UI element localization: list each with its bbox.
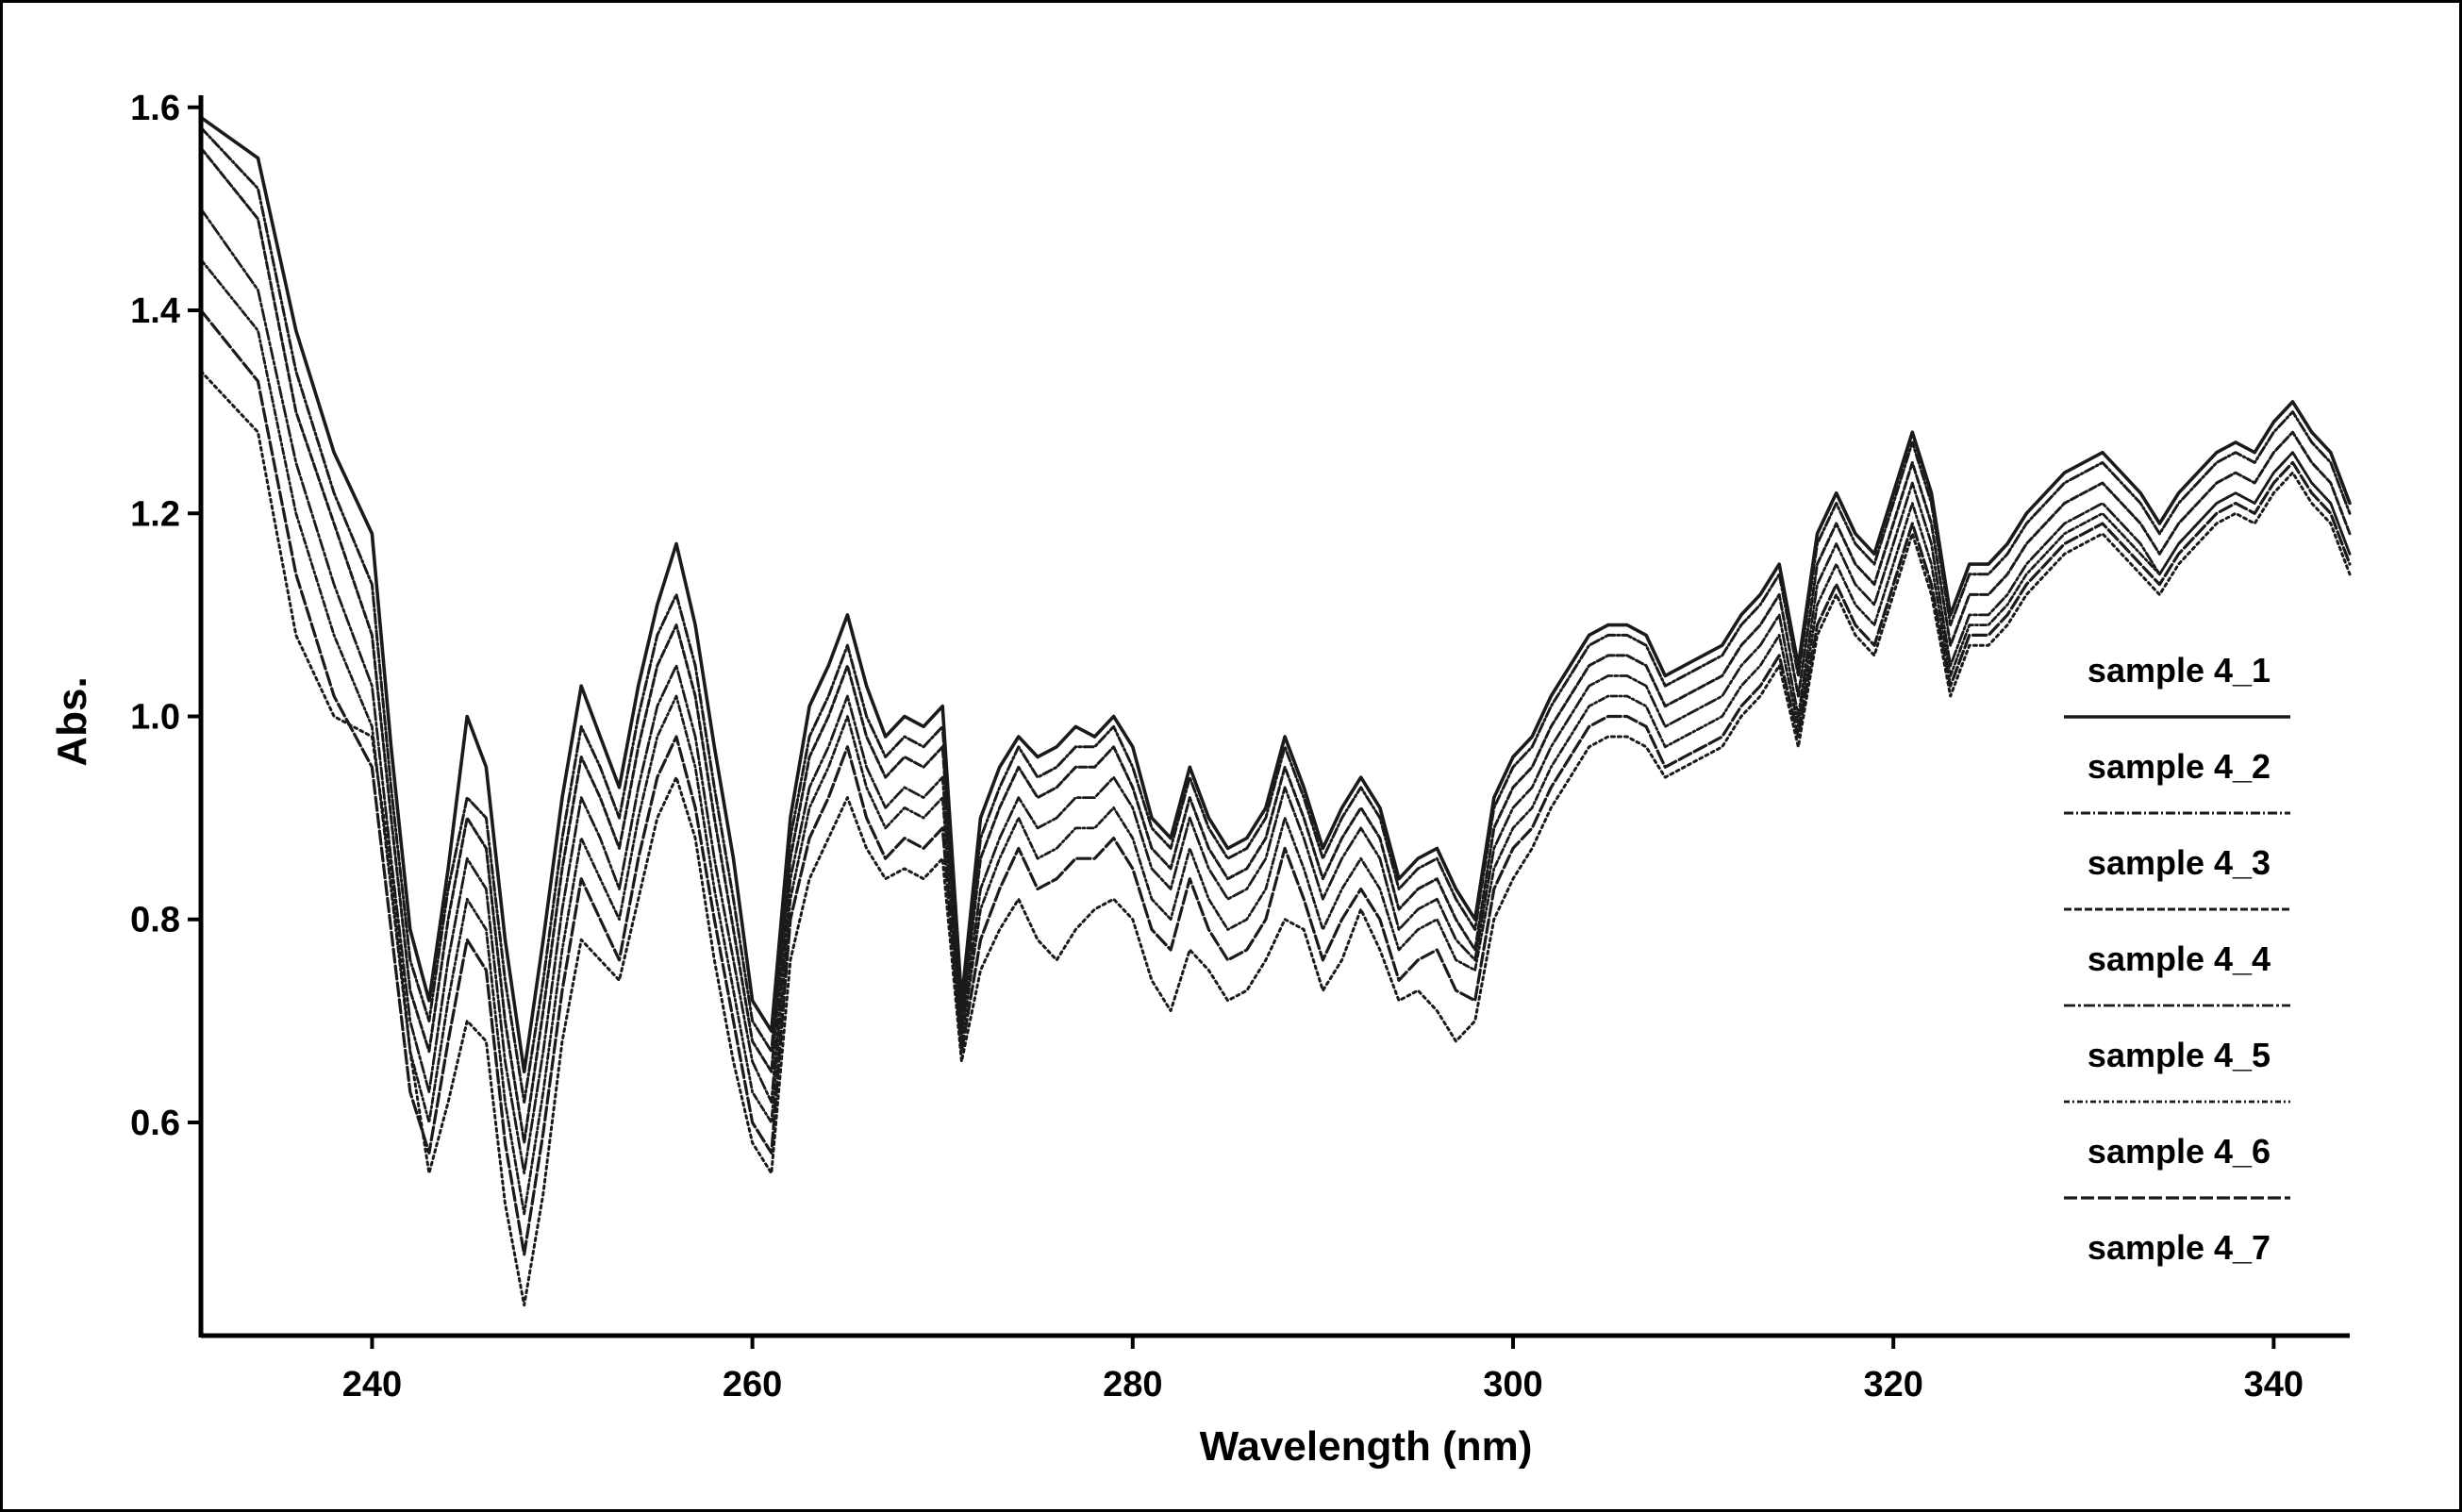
legend-label: sample 4_1 xyxy=(2088,651,2271,690)
series-line-4 xyxy=(199,208,2352,1175)
x-tick-label: 260 xyxy=(723,1365,782,1404)
legend-label: sample 4_5 xyxy=(2088,1036,2271,1074)
y-tick-label: 1.6 xyxy=(130,89,180,128)
x-tick-label: 340 xyxy=(2244,1365,2304,1404)
spectrum-chart: 240 260 280 300 320 340 0.6 0.8 1.0 1.2 1.4 1.6 Wa… xyxy=(49,89,2352,1470)
legend-label: sample 4_2 xyxy=(2088,747,2271,786)
x-axis-title: Wavelength (nm) xyxy=(1200,1423,1533,1470)
y-tick-label: 1.0 xyxy=(130,698,180,738)
x-ticks: 240 260 280 300 320 340 xyxy=(342,1336,2304,1404)
x-tick-label: 240 xyxy=(342,1365,402,1404)
legend-label: sample 4_3 xyxy=(2088,843,2271,882)
series-line-6 xyxy=(199,308,2352,1256)
y-tick-label: 0.8 xyxy=(130,901,180,940)
y-ticks: 0.6 0.8 1.0 1.2 1.4 1.6 xyxy=(130,89,201,1143)
series-line-5 xyxy=(199,258,2352,1216)
legend-label: sample 4_7 xyxy=(2088,1228,2271,1267)
x-tick-label: 280 xyxy=(1103,1365,1162,1404)
x-tick-label: 320 xyxy=(1863,1365,1922,1404)
x-tick-label: 300 xyxy=(1483,1365,1542,1404)
y-tick-label: 1.2 xyxy=(130,494,180,534)
series-lines xyxy=(199,115,2352,1307)
series-line-2 xyxy=(199,125,2352,1104)
legend-label: sample 4_6 xyxy=(2088,1132,2271,1171)
axes xyxy=(198,95,2350,1338)
y-tick-label: 1.4 xyxy=(130,291,180,331)
y-axis-title: Abs. xyxy=(49,676,95,766)
legend-label: sample 4_4 xyxy=(2088,939,2271,978)
series-line-3 xyxy=(199,146,2352,1144)
series-line-7 xyxy=(199,370,2352,1307)
series-line-1 xyxy=(199,115,2352,1073)
y-tick-label: 0.6 xyxy=(130,1104,180,1143)
